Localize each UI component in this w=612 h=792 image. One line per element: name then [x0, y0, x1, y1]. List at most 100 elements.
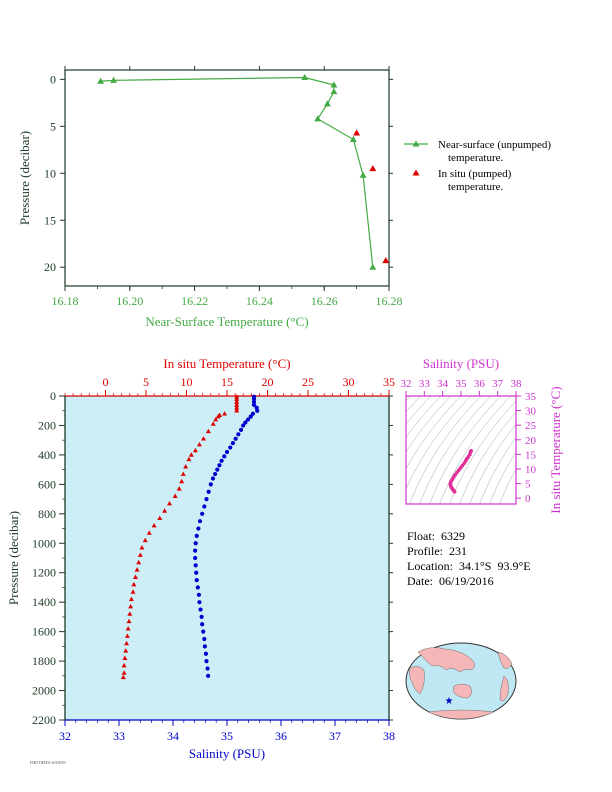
legend-pumped-label: In situ (pumped): [438, 168, 512, 180]
temperature-point: [176, 486, 182, 491]
salinity-point: [196, 592, 202, 597]
salinity-point: [202, 636, 207, 642]
near-surface-xlabel: Near-Surface Temperature (°C): [145, 314, 308, 329]
temperature-point: [124, 640, 130, 646]
salinity-point: [236, 432, 241, 437]
ts-density-contour: [489, 451, 516, 504]
salinity-tick-label: 37: [329, 729, 341, 743]
map-land-americas: [497, 651, 513, 702]
salinity-tick-label: 35: [221, 729, 233, 743]
pressure-tick-label: 2200: [32, 713, 56, 727]
temperature-point: [142, 537, 148, 543]
legend-unpumped-label: Near-surface (unpumped): [438, 139, 551, 151]
ts-salinity-tick-label: 33: [419, 378, 431, 390]
ts-salinity-tick-label: 35: [456, 378, 468, 390]
salinity-point: [255, 408, 260, 413]
salinity-point: [251, 399, 257, 404]
near-surface-pumped-point: [382, 257, 390, 264]
salinity-point: [233, 436, 238, 441]
near-surface-ytick-label: 5: [50, 119, 56, 133]
salinity-point: [251, 396, 257, 402]
temperature-tick-label: 35: [383, 375, 395, 389]
salinity-point: [201, 629, 206, 634]
near-surface-ytick-label: 10: [44, 166, 56, 180]
near-surface-pumped-point: [353, 129, 361, 136]
temperature-point: [125, 626, 131, 631]
pressure-tick-label: 1800: [32, 654, 56, 668]
near-surface-ytick-label: 20: [44, 260, 56, 274]
ts-series: [448, 448, 473, 494]
pressure-tick-label: 200: [38, 418, 56, 432]
temperature-tick-label: 0: [103, 375, 109, 389]
temperature-point: [133, 574, 138, 579]
salinity-axis-label: Salinity (PSU): [189, 746, 265, 761]
temperature-tick-label: 30: [343, 375, 355, 389]
near-surface-xtick-label: 16.24: [246, 294, 273, 308]
pressure-axis-label: Pressure (decibar): [6, 511, 21, 605]
salinity-point: [238, 427, 244, 432]
pressure-tick-label: 800: [38, 507, 56, 521]
ts-density-contour: [499, 468, 516, 504]
salinity-point: [194, 570, 199, 575]
profile-number: Profile: 231: [407, 544, 467, 558]
salinity-point: [245, 417, 251, 422]
ts-density-contour: [439, 396, 512, 504]
salinity-point: [222, 454, 227, 459]
ts-point: [469, 448, 473, 453]
ts-density-contour: [406, 396, 472, 490]
temperature-point: [205, 428, 211, 434]
profile-series: [120, 394, 260, 680]
near-surface-series: [97, 73, 390, 270]
salinity-tick-label: 34: [167, 729, 179, 743]
temperature-point: [172, 493, 178, 498]
ts-plot-background: [406, 396, 516, 504]
ts-diagram: 32 33 34 35 36 37 38 0 5 10 15 20 25 30 35 Salinity (P…: [401, 356, 564, 514]
profile-chart: 0 5 10 15 20 25 30 35 32 33 34 35 36 37 38 0 200 400 600 80…: [6, 356, 395, 761]
salinity-point: [219, 458, 224, 463]
near-surface-xtick-label: 16.26: [311, 294, 338, 308]
temperature-tick-label: 5: [143, 375, 149, 389]
temperature-point: [123, 648, 129, 653]
salinity-tick-label: 38: [383, 729, 395, 743]
temperature-point: [162, 508, 168, 513]
salinity-point: [193, 548, 198, 553]
ts-ticks: 32 33 34 35 36 37 38 0 5 10 15 20 25 30 35: [401, 378, 537, 505]
temperature-point: [234, 408, 240, 413]
pressure-tick-label: 1600: [32, 625, 56, 639]
ts-temperature-tick-label: 5: [525, 479, 531, 491]
profile-plot-background: [65, 396, 389, 720]
salinity-point: [200, 511, 205, 516]
temperature-point: [234, 396, 240, 401]
salinity-point: [208, 482, 213, 487]
salinity-point: [203, 651, 209, 656]
near-surface-xtick-label: 16.28: [376, 294, 403, 308]
salinity-tick-label: 33: [113, 729, 125, 743]
temperature-point: [222, 411, 228, 416]
ts-density-contour: [429, 396, 502, 504]
near-surface-pumped-point: [369, 165, 377, 172]
temperature-point: [186, 456, 192, 462]
float-location-marker: ★: [445, 696, 454, 707]
ts-temperature-tick-label: 10: [525, 464, 537, 476]
map-land-africa: [409, 666, 425, 695]
near-surface-ylabel: Pressure (decibar): [17, 131, 32, 225]
legend-pumped-label-line2: temperature.: [448, 181, 504, 193]
temperature-point: [139, 545, 145, 550]
legend-unpumped-label-line2: temperature.: [448, 152, 504, 164]
near-surface-unpumped-point: [359, 171, 367, 178]
legend-unpumped-marker: [412, 140, 420, 147]
temperature-tick-label: 25: [302, 375, 314, 389]
ts-salinity-tick-label: 37: [492, 378, 504, 390]
ts-salinity-tick-label: 34: [437, 378, 449, 390]
temperature-point: [213, 416, 219, 422]
temperature-point: [137, 552, 143, 557]
ts-density-contour: [409, 396, 482, 504]
salinity-tick-label: 32: [59, 729, 71, 743]
temperature-point: [196, 442, 202, 447]
salinity-point: [197, 519, 203, 524]
ts-density-contour: [459, 411, 516, 504]
salinity-point: [217, 463, 222, 468]
near-surface-ytick-label: 0: [50, 72, 56, 86]
profile-date: Date: 06/19/2016: [407, 574, 494, 588]
salinity-point: [193, 563, 198, 568]
